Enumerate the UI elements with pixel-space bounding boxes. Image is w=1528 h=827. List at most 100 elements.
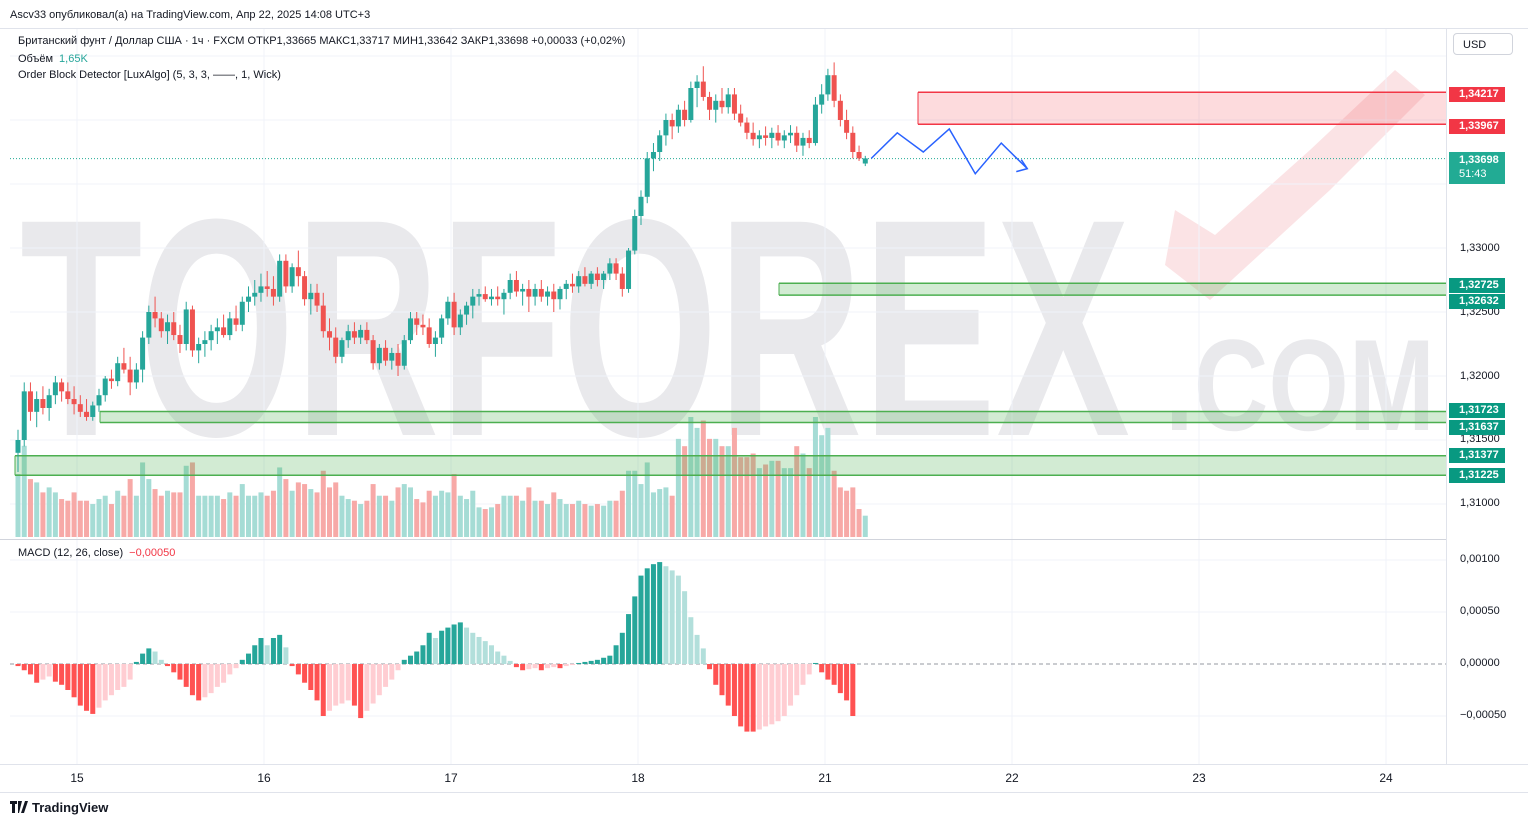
candle-body xyxy=(464,305,470,315)
macd-bar xyxy=(239,659,245,664)
candle-body xyxy=(90,405,96,417)
volume-bar xyxy=(420,502,426,537)
volume-bar xyxy=(769,460,775,537)
volume-bar xyxy=(756,468,762,537)
time-axis-label: 18 xyxy=(631,771,645,785)
macd-bar xyxy=(744,664,750,732)
volume-bar xyxy=(800,453,806,537)
volume-bar xyxy=(713,438,719,537)
candle-body xyxy=(333,337,339,357)
macd-bar xyxy=(289,664,295,667)
volume-bar xyxy=(171,492,177,537)
bull-block-bottom-badge: 1,31637 xyxy=(1449,420,1505,435)
volume-legend[interactable]: Объём 1,65K xyxy=(18,53,88,65)
macd-bar xyxy=(800,664,806,685)
candle-body xyxy=(40,399,46,408)
bull-block-bottom-badge: 1,31225 xyxy=(1449,468,1505,483)
volume-bar xyxy=(370,484,376,537)
macd-bar xyxy=(277,634,283,664)
order-blocks xyxy=(14,91,1446,476)
macd-bar xyxy=(364,664,370,711)
candle-body xyxy=(594,273,600,280)
macd-bar xyxy=(476,636,482,664)
candle-body xyxy=(476,294,482,297)
volume-bar xyxy=(389,500,395,537)
volume-bar xyxy=(308,489,314,537)
macd-legend[interactable]: MACD (12, 26, close) −0,00050 xyxy=(18,547,175,559)
candle-body xyxy=(632,216,638,251)
volume-bar xyxy=(844,490,850,537)
candle-body xyxy=(794,132,800,146)
volume-bar xyxy=(725,446,731,537)
symbol-legend[interactable]: Британский фунт / Доллар США · 1ч · FXCM… xyxy=(18,35,626,47)
tradingview-logo[interactable]: TradingView xyxy=(10,800,108,815)
volume-bar xyxy=(626,470,632,537)
bull-block-top-badge: 1,31723 xyxy=(1449,403,1505,418)
macd-histogram xyxy=(15,562,856,732)
volume-bar xyxy=(432,495,438,537)
macd-bar xyxy=(844,664,850,701)
volume-bar xyxy=(750,453,756,537)
macd-bar xyxy=(719,664,725,696)
macd-bar xyxy=(183,664,189,687)
time-axis-label: 17 xyxy=(444,771,458,785)
volume-bar xyxy=(700,420,706,537)
volume-bar xyxy=(464,499,470,537)
macd-axis-label: 0,00000 xyxy=(1460,657,1500,669)
macd-bar xyxy=(339,664,345,704)
candle-body xyxy=(507,280,513,293)
macd-bar xyxy=(825,664,831,680)
macd-value: −0,00050 xyxy=(129,547,176,559)
macd-bar xyxy=(520,664,526,671)
macd-bar xyxy=(202,664,208,698)
price-axis-label: 1,31000 xyxy=(1460,497,1500,509)
indicator-legend[interactable]: Order Block Detector [LuxAlgo] (5, 3, 3,… xyxy=(18,69,281,81)
candle-body xyxy=(283,260,289,287)
macd-bar xyxy=(102,664,108,701)
macd-bar xyxy=(806,664,812,675)
candle-body xyxy=(327,331,332,338)
volume-bar xyxy=(557,499,563,537)
macd-bar xyxy=(532,664,538,669)
volume-label: Объём xyxy=(18,53,54,65)
macd-bar xyxy=(376,664,382,696)
bull-block-top-badge: 1,31377 xyxy=(1449,448,1505,463)
candle-body xyxy=(856,152,862,159)
volume-bar xyxy=(850,487,856,537)
macd-axis-label: 0,00100 xyxy=(1460,553,1500,565)
volume-bar xyxy=(358,504,364,537)
volume-bar xyxy=(27,479,33,537)
candle-body xyxy=(140,337,146,370)
volume-bar xyxy=(71,492,77,537)
macd-bar xyxy=(613,645,619,664)
volume-bar xyxy=(121,495,127,537)
bear-block-top-badge: 1,34217 xyxy=(1449,87,1505,102)
volume-value: 1,65K xyxy=(59,53,88,65)
macd-bar xyxy=(34,664,40,683)
macd-bar xyxy=(52,664,58,682)
candle-body xyxy=(121,363,127,370)
order-block-zone xyxy=(15,455,1446,476)
candle-body xyxy=(819,94,825,105)
time-axis-label: 22 xyxy=(1005,771,1019,785)
volume-bar xyxy=(258,492,264,537)
volume-bar xyxy=(183,465,189,537)
candle-body xyxy=(302,276,308,300)
price-axis-label: 1,32500 xyxy=(1460,306,1500,318)
volume-bar xyxy=(775,460,781,537)
candle-body xyxy=(700,81,706,97)
chart-frame xyxy=(0,28,1528,793)
volume-bar xyxy=(563,504,569,537)
macd-bar xyxy=(227,664,233,675)
volume-bar xyxy=(688,417,694,537)
macd-bar xyxy=(731,664,737,716)
macd-bar xyxy=(264,645,270,664)
price-axis-label: 1,31500 xyxy=(1460,433,1500,445)
currency-button[interactable]: USD xyxy=(1453,33,1513,55)
volume-bar xyxy=(252,495,258,537)
candle-body xyxy=(264,286,270,289)
candle-body xyxy=(108,378,114,382)
candle-body xyxy=(725,94,731,108)
volume-bar xyxy=(52,492,58,537)
